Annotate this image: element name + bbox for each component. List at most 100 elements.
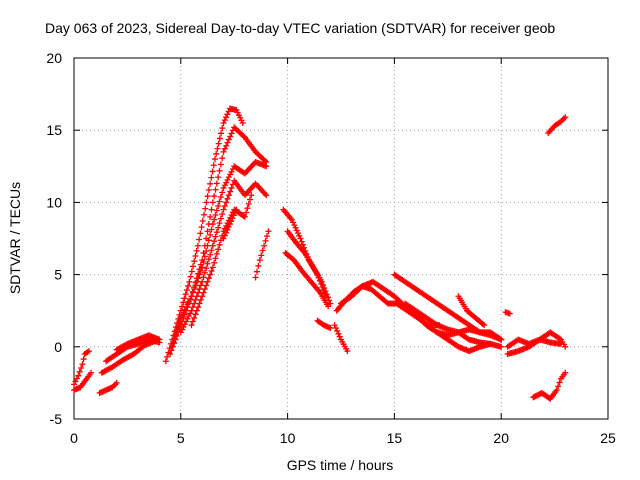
plus-marker xyxy=(229,215,236,222)
plus-marker xyxy=(208,206,215,213)
plus-marker xyxy=(217,161,224,168)
plus-marker xyxy=(252,274,259,281)
plus-marker xyxy=(188,293,195,300)
plus-marker xyxy=(464,335,471,342)
plus-marker xyxy=(209,199,216,206)
plus-marker xyxy=(327,325,334,332)
plus-marker xyxy=(203,248,210,255)
plus-marker xyxy=(187,273,194,280)
plus-marker xyxy=(228,218,235,225)
plus-marker xyxy=(241,213,248,220)
plus-marker xyxy=(192,282,199,289)
series-arc-25 xyxy=(502,309,513,317)
plus-marker xyxy=(197,267,204,274)
plus-marker xyxy=(211,193,218,200)
plus-marker xyxy=(498,343,505,350)
plus-marker xyxy=(200,289,207,296)
plus-marker xyxy=(216,241,223,248)
plus-marker xyxy=(556,335,563,342)
plus-marker xyxy=(215,140,222,147)
plus-marker xyxy=(215,224,222,231)
plus-marker xyxy=(296,232,303,239)
plus-marker xyxy=(200,211,207,218)
plus-marker xyxy=(204,260,211,267)
plus-marker xyxy=(170,339,177,346)
x-tick-label: 0 xyxy=(70,430,78,446)
plus-marker xyxy=(256,257,263,264)
plus-marker xyxy=(217,193,224,200)
plus-marker xyxy=(203,282,210,289)
plus-marker xyxy=(263,163,270,170)
series-arc-01 xyxy=(71,348,92,388)
plus-marker xyxy=(481,322,488,329)
plus-marker xyxy=(209,168,216,175)
plus-marker xyxy=(475,328,482,335)
plus-marker xyxy=(197,230,204,237)
y-tick-label: -5 xyxy=(50,411,63,427)
plus-marker xyxy=(193,307,200,314)
plus-marker xyxy=(225,192,232,199)
plus-marker xyxy=(187,295,194,302)
plus-marker xyxy=(193,278,200,285)
plus-marker xyxy=(225,174,232,181)
plus-marker xyxy=(240,212,247,219)
plus-marker xyxy=(562,114,569,121)
plus-marker xyxy=(562,343,569,350)
plus-marker xyxy=(265,228,272,235)
plus-marker xyxy=(227,171,234,178)
plus-marker xyxy=(216,198,223,205)
plus-marker xyxy=(230,212,237,219)
plus-marker xyxy=(191,258,198,265)
plus-marker xyxy=(228,184,235,191)
plus-marker xyxy=(227,188,234,195)
plus-marker xyxy=(219,125,226,132)
plus-marker xyxy=(299,241,306,248)
plus-marker xyxy=(220,235,227,242)
plus-marker xyxy=(228,130,235,137)
plus-marker xyxy=(172,331,179,338)
plus-marker xyxy=(167,351,174,358)
plus-marker xyxy=(194,242,201,249)
plus-marker xyxy=(259,247,266,254)
series-arc-06 xyxy=(113,332,163,353)
plus-marker xyxy=(196,271,203,278)
plus-marker xyxy=(205,187,212,194)
plus-marker xyxy=(199,217,206,224)
plus-marker xyxy=(181,306,188,313)
plus-marker xyxy=(262,237,269,244)
plus-marker xyxy=(79,361,86,368)
plus-marker xyxy=(217,215,224,222)
series-arc-21 xyxy=(391,271,505,343)
x-tick-label: 15 xyxy=(387,430,403,446)
plus-marker xyxy=(211,156,218,163)
plus-marker xyxy=(224,139,231,146)
plus-marker xyxy=(193,247,200,254)
plus-marker xyxy=(221,182,228,189)
plus-marker xyxy=(498,336,505,343)
plus-marker xyxy=(221,117,228,124)
plus-marker xyxy=(185,282,192,289)
plus-marker xyxy=(219,189,226,196)
plus-marker xyxy=(76,368,83,375)
plus-marker xyxy=(221,145,228,152)
plus-marker xyxy=(207,271,214,278)
plus-marker xyxy=(113,379,120,386)
plus-marker xyxy=(263,192,270,199)
plus-marker xyxy=(208,174,215,181)
plus-marker xyxy=(214,145,221,152)
plus-marker xyxy=(199,278,206,285)
plus-marker xyxy=(216,167,223,174)
plus-marker xyxy=(207,231,214,238)
plus-marker xyxy=(213,250,220,257)
plus-marker xyxy=(344,348,351,355)
plus-marker xyxy=(224,195,231,202)
plus-marker xyxy=(255,262,262,269)
plus-marker xyxy=(205,237,212,244)
plus-marker xyxy=(211,216,218,223)
plus-marker xyxy=(176,319,183,326)
plus-marker xyxy=(156,336,163,343)
plus-marker xyxy=(189,304,196,311)
series-arc-24 xyxy=(455,293,488,329)
plus-marker xyxy=(292,224,299,231)
plus-marker xyxy=(334,327,341,334)
